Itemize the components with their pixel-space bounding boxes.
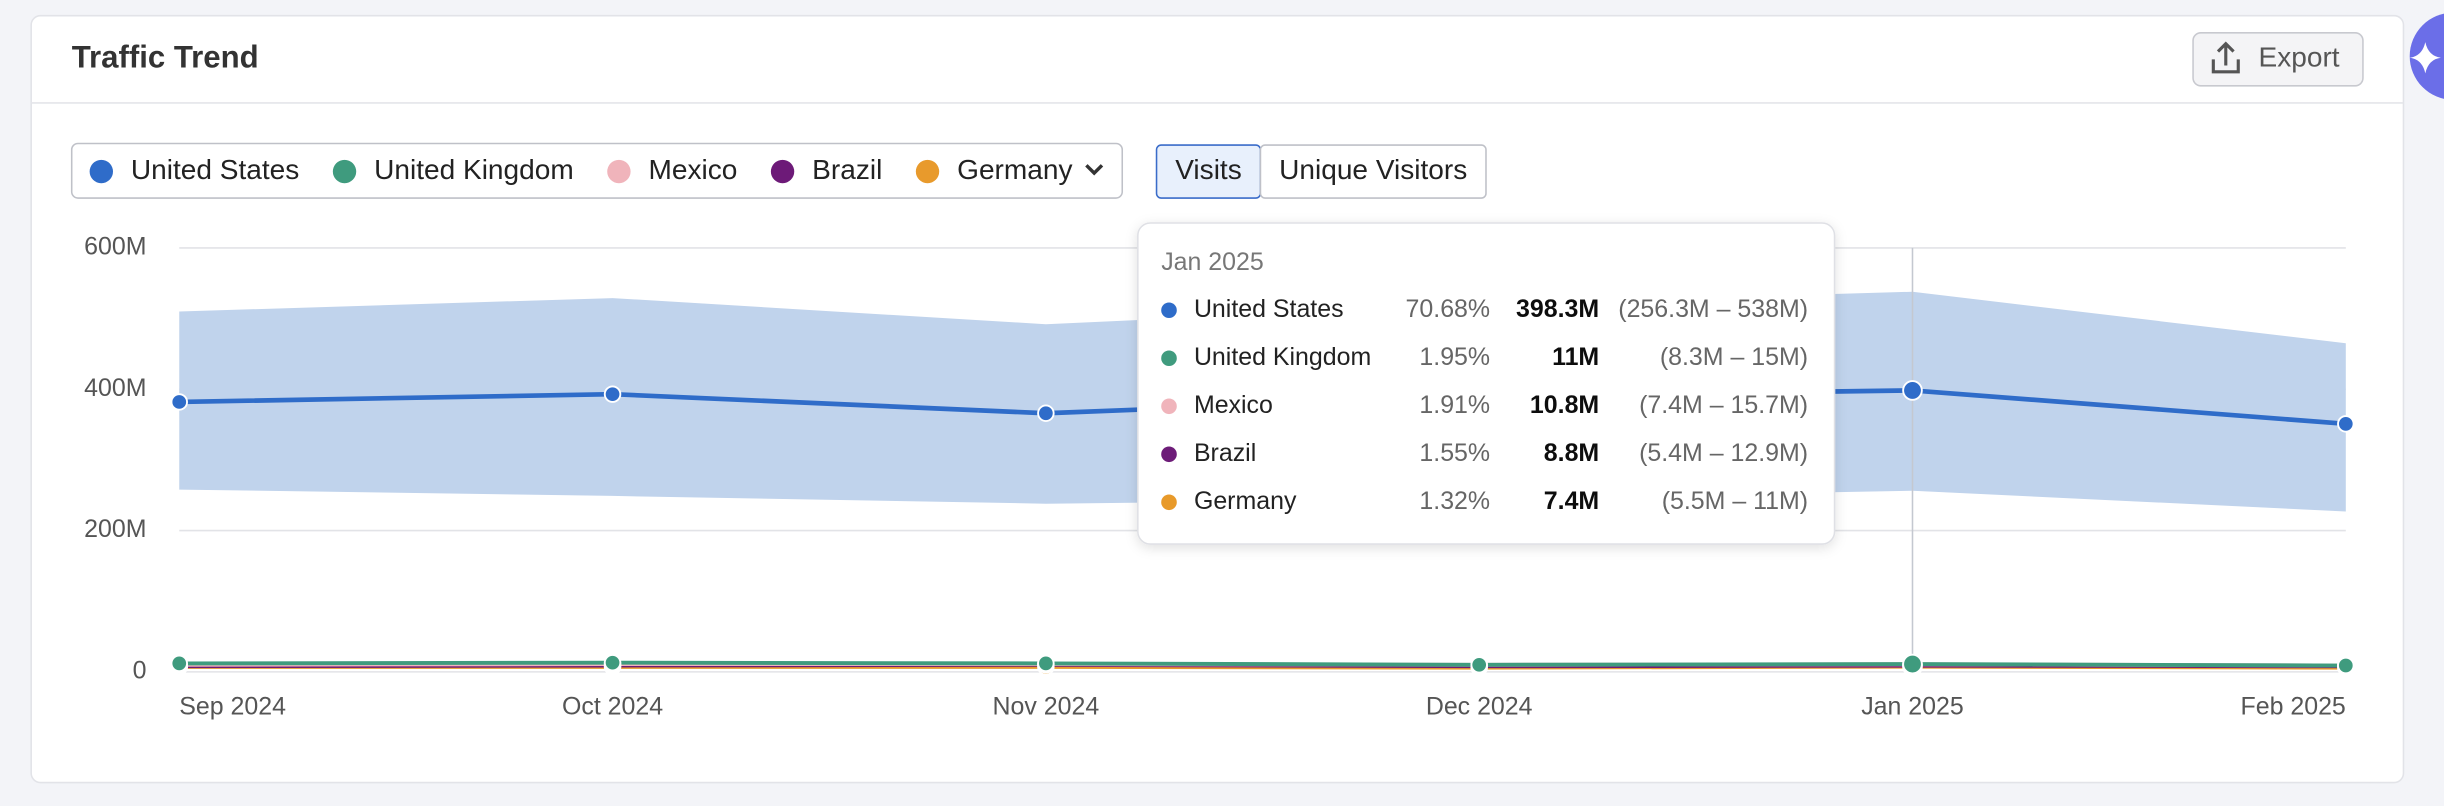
ai-button[interactable]	[2409, 13, 2444, 100]
tooltip-marker	[1161, 350, 1177, 367]
y-tick-label: 0	[133, 656, 147, 684]
legend-label[interactable]: Mexico	[649, 154, 738, 185]
data-point	[1902, 380, 1923, 401]
data-point	[1470, 656, 1488, 674]
tooltip-value: 7.4M	[1544, 487, 1599, 515]
export-label[interactable]: Export	[2259, 42, 2340, 73]
legend-marker	[89, 159, 114, 184]
data-point	[2337, 415, 2355, 433]
export-icon	[2211, 41, 2240, 74]
legend-marker	[915, 159, 940, 184]
legend-label[interactable]: Brazil	[812, 154, 882, 185]
tooltip-title: Jan 2025	[1161, 248, 1264, 276]
sparkle-icon	[2409, 42, 2441, 74]
tooltip-name: United States	[1194, 295, 1344, 323]
tooltip-name: Germany	[1194, 487, 1297, 515]
export-button[interactable]: Export	[2192, 32, 2364, 87]
legend-marker	[332, 159, 357, 184]
tooltip-range: (5.4M – 12.9M)	[1639, 439, 1808, 467]
tooltip-share: 1.32%	[1419, 487, 1490, 515]
y-tick-label: 400M	[84, 374, 146, 402]
data-point	[170, 393, 188, 411]
legend-dropdown[interactable]	[1085, 164, 1104, 176]
data-point	[170, 654, 188, 673]
metric-toggle: Visits Unique Visitors	[1155, 144, 1487, 199]
x-tick-label: Feb 2025	[2240, 692, 2345, 720]
data-point	[1902, 653, 1923, 675]
legend-label[interactable]: United States	[131, 154, 299, 185]
tooltip-name: Brazil	[1194, 439, 1256, 467]
data-point	[1037, 654, 1055, 673]
legend-marker	[770, 159, 795, 184]
toggle-label[interactable]: Unique Visitors	[1279, 154, 1467, 185]
tooltip-value: 11M	[1552, 343, 1599, 371]
tooltip-range: (7.4M – 15.7M)	[1639, 391, 1808, 419]
x-tick-label: Dec 2024	[1426, 692, 1533, 720]
x-tick-label: Nov 2024	[993, 692, 1100, 720]
toggle-label[interactable]: Visits	[1175, 154, 1242, 185]
tooltip-marker	[1161, 494, 1177, 511]
y-tick-label: 200M	[84, 515, 146, 543]
legend-box[interactable]	[70, 142, 1124, 199]
tooltip-value: 398.3M	[1516, 295, 1599, 323]
tooltip-share: 1.95%	[1419, 343, 1490, 371]
toggle-bg	[1259, 144, 1487, 199]
tooltip-share: 1.55%	[1419, 439, 1490, 467]
toggle-option[interactable]: Visits	[1155, 144, 1262, 199]
series-line	[179, 660, 2346, 668]
title: Traffic Trend	[72, 40, 259, 75]
legend-marker	[607, 159, 631, 184]
y-tick-label: 600M	[84, 232, 146, 260]
x-tick-label: Oct 2024	[562, 692, 663, 720]
tooltip-marker	[1161, 302, 1177, 319]
data-point	[2337, 656, 2355, 675]
legend-label[interactable]: Germany	[957, 154, 1072, 185]
tooltip-share: 70.68%	[1406, 295, 1491, 323]
legend: United States United Kingdom Mexico Brazil G…	[89, 154, 1072, 185]
tooltip-name: Mexico	[1194, 391, 1273, 419]
data-point	[603, 653, 622, 672]
tooltip-value: 10.8M	[1530, 391, 1599, 419]
tooltip-range: (5.5M – 11M)	[1662, 487, 1808, 515]
data-point	[603, 385, 622, 403]
tooltip: Jan 2025 United States 70.68% 398.3M (256.3…	[1137, 222, 1836, 545]
data-point	[1037, 404, 1055, 422]
tooltip-range: (8.3M – 15M)	[1660, 343, 1808, 371]
tooltip-share: 1.91%	[1419, 391, 1490, 419]
tooltip-marker	[1161, 446, 1177, 463]
tooltip-range: (256.3M – 538M)	[1618, 295, 1808, 323]
toggle-option[interactable]: Unique Visitors	[1259, 144, 1487, 199]
legend-label[interactable]: United Kingdom	[374, 154, 574, 185]
x-tick-label: Jan 2025	[1861, 692, 1964, 720]
tooltip-marker	[1161, 398, 1177, 415]
tooltip-value: 8.8M	[1544, 439, 1599, 467]
x-tick-label: Sep 2024	[179, 692, 286, 720]
tooltip-name: United Kingdom	[1194, 343, 1371, 371]
